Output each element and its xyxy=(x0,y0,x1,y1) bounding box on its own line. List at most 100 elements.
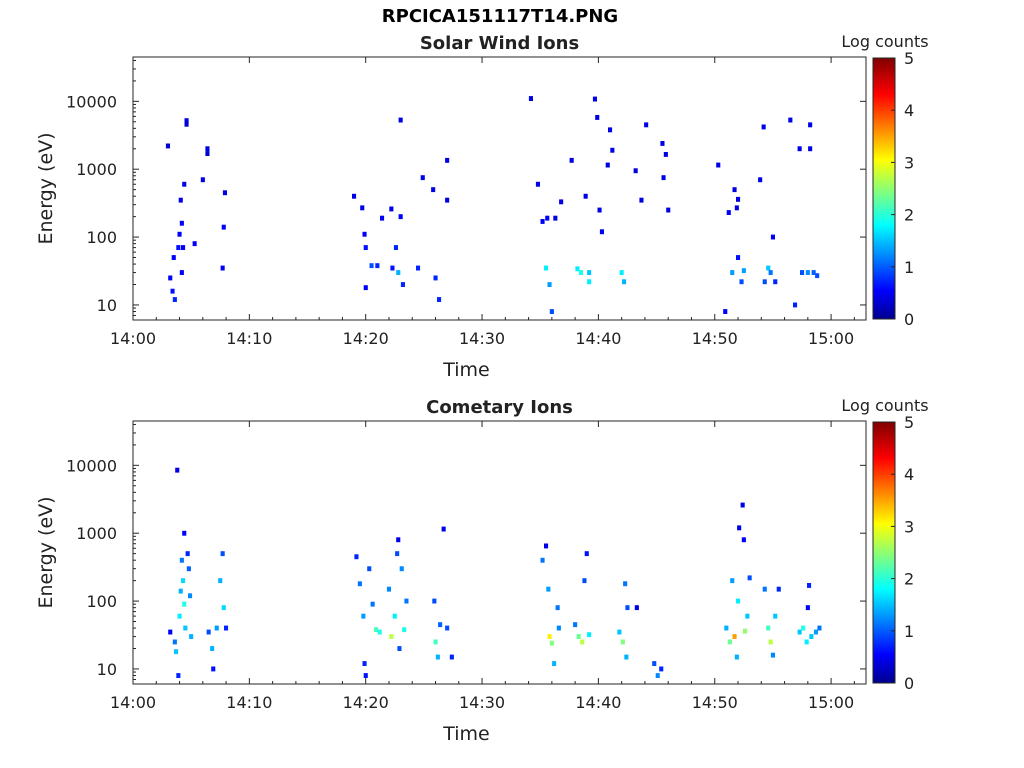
data-bin xyxy=(544,265,549,271)
data-bin xyxy=(734,205,739,211)
x-tick-label: 14:20 xyxy=(343,329,389,348)
data-bin xyxy=(363,285,368,291)
colorbar-label: Log counts xyxy=(841,32,928,51)
data-bin xyxy=(445,157,450,163)
y-tick-label: 10 xyxy=(97,660,117,679)
x-tick-label: 15:00 xyxy=(808,693,854,712)
data-bin xyxy=(220,265,225,271)
data-bin xyxy=(172,297,177,302)
data-bin xyxy=(445,197,450,203)
data-bin xyxy=(362,231,367,237)
data-bin xyxy=(528,96,533,101)
data-bin xyxy=(597,207,602,213)
data-bin xyxy=(634,605,639,611)
y-axis-label: Energy (eV) xyxy=(35,496,57,608)
data-bin xyxy=(622,279,627,285)
data-bin xyxy=(389,206,394,212)
data-bin xyxy=(222,190,227,196)
data-bin xyxy=(761,124,766,130)
data-bin xyxy=(552,661,557,666)
data-bin xyxy=(817,625,822,631)
data-bin xyxy=(416,265,421,271)
data-bin xyxy=(595,115,600,120)
panel-title: Solar Wind Ions xyxy=(420,33,579,54)
data-bin xyxy=(580,639,585,645)
y-tick-label: 100 xyxy=(86,228,117,247)
data-bin xyxy=(549,309,554,314)
data-bin xyxy=(659,666,664,672)
x-tick-label: 15:00 xyxy=(808,329,854,348)
data-bin xyxy=(354,554,359,560)
colorbar-tick-label: 0 xyxy=(904,674,914,693)
x-tick-label: 14:10 xyxy=(226,329,272,348)
y-tick-label: 1000 xyxy=(76,160,117,179)
data-bin xyxy=(168,629,173,635)
data-bin xyxy=(716,162,721,168)
data-bin xyxy=(724,625,729,631)
data-bin xyxy=(808,122,813,128)
data-bin xyxy=(206,629,211,635)
data-bin xyxy=(639,197,644,203)
data-bin xyxy=(546,586,551,592)
data-bin xyxy=(182,181,187,187)
data-bin xyxy=(624,654,629,660)
data-bin xyxy=(569,157,574,163)
data-bin xyxy=(375,263,380,269)
data-bin xyxy=(736,598,741,604)
data-bin xyxy=(179,220,184,226)
data-bin xyxy=(559,199,564,205)
data-bin xyxy=(553,215,558,221)
data-bin xyxy=(179,270,184,275)
data-bin xyxy=(793,302,798,308)
data-bin xyxy=(177,231,182,237)
data-bin xyxy=(171,255,176,260)
plot-area xyxy=(132,420,867,685)
data-bin xyxy=(445,625,450,631)
data-bin xyxy=(399,566,404,572)
colorbar-tick-label: 3 xyxy=(904,153,914,172)
data-bin xyxy=(535,181,540,187)
data-bin xyxy=(776,586,781,592)
y-tick-label: 10000 xyxy=(66,92,117,111)
data-bin xyxy=(200,177,205,183)
y-tick-label: 10000 xyxy=(66,456,117,475)
data-bin xyxy=(766,265,771,271)
data-bin xyxy=(179,557,184,563)
data-bin xyxy=(170,288,175,294)
data-bin xyxy=(181,578,186,584)
data-bin xyxy=(730,270,735,275)
data-bin xyxy=(182,601,187,607)
data-bin xyxy=(663,152,668,157)
data-bin xyxy=(578,270,583,275)
data-bin xyxy=(404,598,409,604)
data-bin xyxy=(808,146,813,152)
data-bin xyxy=(592,96,597,102)
data-bin xyxy=(363,673,368,678)
data-bin xyxy=(184,118,189,124)
data-bin xyxy=(178,588,183,594)
data-bin xyxy=(437,297,442,302)
data-bin xyxy=(220,551,225,557)
data-bin xyxy=(583,193,588,199)
data-bin xyxy=(620,639,625,645)
figure-title: RPCICA151117T14.PNG xyxy=(381,6,619,27)
x-tick-label: 14:50 xyxy=(692,693,738,712)
data-bin xyxy=(189,634,194,639)
colorbar-tick-label: 2 xyxy=(904,206,914,225)
x-tick-label: 14:20 xyxy=(343,693,389,712)
data-bin xyxy=(218,578,223,584)
data-bin xyxy=(547,634,552,639)
data-bin xyxy=(380,215,385,221)
data-bin xyxy=(544,543,549,549)
data-bin xyxy=(168,275,173,281)
data-bin xyxy=(623,581,628,587)
panel-title: Cometary Ions xyxy=(426,397,573,418)
data-bin xyxy=(393,245,398,250)
data-bin xyxy=(556,625,561,631)
data-bin xyxy=(726,210,731,215)
data-bin xyxy=(619,270,624,275)
x-tick-label: 14:30 xyxy=(459,329,505,348)
data-bin xyxy=(367,566,372,572)
data-bin xyxy=(741,268,746,274)
